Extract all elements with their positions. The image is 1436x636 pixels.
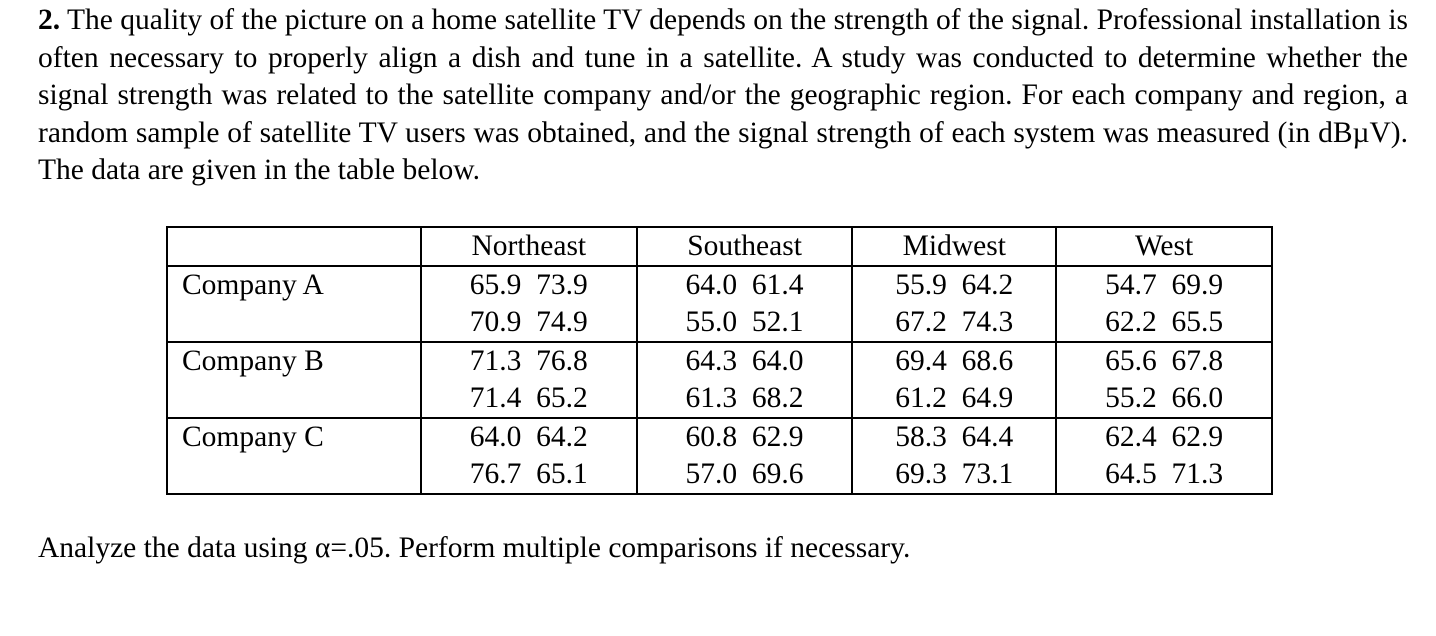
cell-value-line: 67.2 74.3 — [895, 306, 1014, 338]
cell-c-southeast: 60.8 62.9 57.0 69.6 — [635, 418, 854, 494]
cell-value-line: 55.9 64.2 — [895, 269, 1014, 301]
cell-value-line: 64.0 64.2 — [469, 421, 588, 453]
table-row-company-a: Company A 65.9 73.9 70.9 74.9 64.0 61.4 … — [166, 266, 1273, 342]
table-corner-cell — [166, 226, 422, 267]
row-label-company-a: Company A — [166, 266, 422, 342]
column-header-northeast: Northeast — [419, 226, 638, 267]
cell-value-line: 69.3 73.1 — [895, 458, 1014, 490]
cell-value-line: 76.7 65.1 — [469, 458, 588, 490]
cell-b-midwest: 69.4 68.6 61.2 64.9 — [851, 342, 1058, 418]
cell-value-line: 70.9 74.9 — [469, 306, 588, 338]
cell-value-line: 65.6 67.8 — [1105, 345, 1224, 377]
table-header-row: Northeast Southeast Midwest West — [166, 226, 1273, 267]
cell-value-line: 71.4 65.2 — [469, 382, 588, 414]
cell-value-line: 55.2 66.0 — [1105, 382, 1224, 414]
cell-value-line: 64.0 61.4 — [685, 269, 804, 301]
cell-c-midwest: 58.3 64.4 69.3 73.1 — [851, 418, 1058, 494]
cell-value-line: 60.8 62.9 — [685, 421, 804, 453]
problem-number: 2. — [38, 4, 61, 36]
problem-text: The quality of the picture on a home sat… — [38, 4, 1408, 186]
cell-value-line: 64.3 64.0 — [685, 345, 804, 377]
cell-value-line: 61.2 64.9 — [895, 382, 1014, 414]
cell-a-midwest: 55.9 64.2 67.2 74.3 — [851, 266, 1058, 342]
cell-b-northeast: 71.3 76.8 71.4 65.2 — [419, 342, 638, 418]
cell-c-northeast: 64.0 64.2 76.7 65.1 — [419, 418, 638, 494]
problem-statement: 2. The quality of the picture on a home … — [38, 2, 1408, 190]
cell-value-line: 57.0 69.6 — [685, 458, 804, 490]
cell-a-northeast: 65.9 73.9 70.9 74.9 — [419, 266, 638, 342]
column-header-southeast: Southeast — [635, 226, 854, 267]
row-label-company-b: Company B — [166, 342, 422, 418]
analysis-instruction: Analyze the data using α=.05. Perform mu… — [38, 532, 911, 564]
cell-value-line: 54.7 69.9 — [1105, 269, 1224, 301]
cell-b-west: 65.6 67.8 55.2 66.0 — [1055, 342, 1273, 418]
cell-value-line: 58.3 64.4 — [895, 421, 1014, 453]
cell-a-west: 54.7 69.9 62.2 65.5 — [1055, 266, 1273, 342]
cell-c-west: 62.4 62.9 64.5 71.3 — [1055, 418, 1273, 494]
cell-b-southeast: 64.3 64.0 61.3 68.2 — [635, 342, 854, 418]
signal-strength-table: Northeast Southeast Midwest West Company… — [166, 226, 1273, 495]
table-row-company-c: Company C 64.0 64.2 76.7 65.1 60.8 62.9 … — [166, 418, 1273, 494]
cell-value-line: 55.0 52.1 — [685, 306, 804, 338]
cell-value-line: 62.4 62.9 — [1105, 421, 1224, 453]
cell-a-southeast: 64.0 61.4 55.0 52.1 — [635, 266, 854, 342]
column-header-west: West — [1055, 226, 1273, 267]
table-row-company-b: Company B 71.3 76.8 71.4 65.2 64.3 64.0 … — [166, 342, 1273, 418]
row-label-company-c: Company C — [166, 418, 422, 494]
cell-value-line: 62.2 65.5 — [1105, 306, 1224, 338]
cell-value-line: 69.4 68.6 — [895, 345, 1014, 377]
cell-value-line: 71.3 76.8 — [469, 345, 588, 377]
cell-value-line: 65.9 73.9 — [469, 269, 588, 301]
column-header-midwest: Midwest — [851, 226, 1058, 267]
cell-value-line: 64.5 71.3 — [1105, 458, 1224, 490]
cell-value-line: 61.3 68.2 — [685, 382, 804, 414]
